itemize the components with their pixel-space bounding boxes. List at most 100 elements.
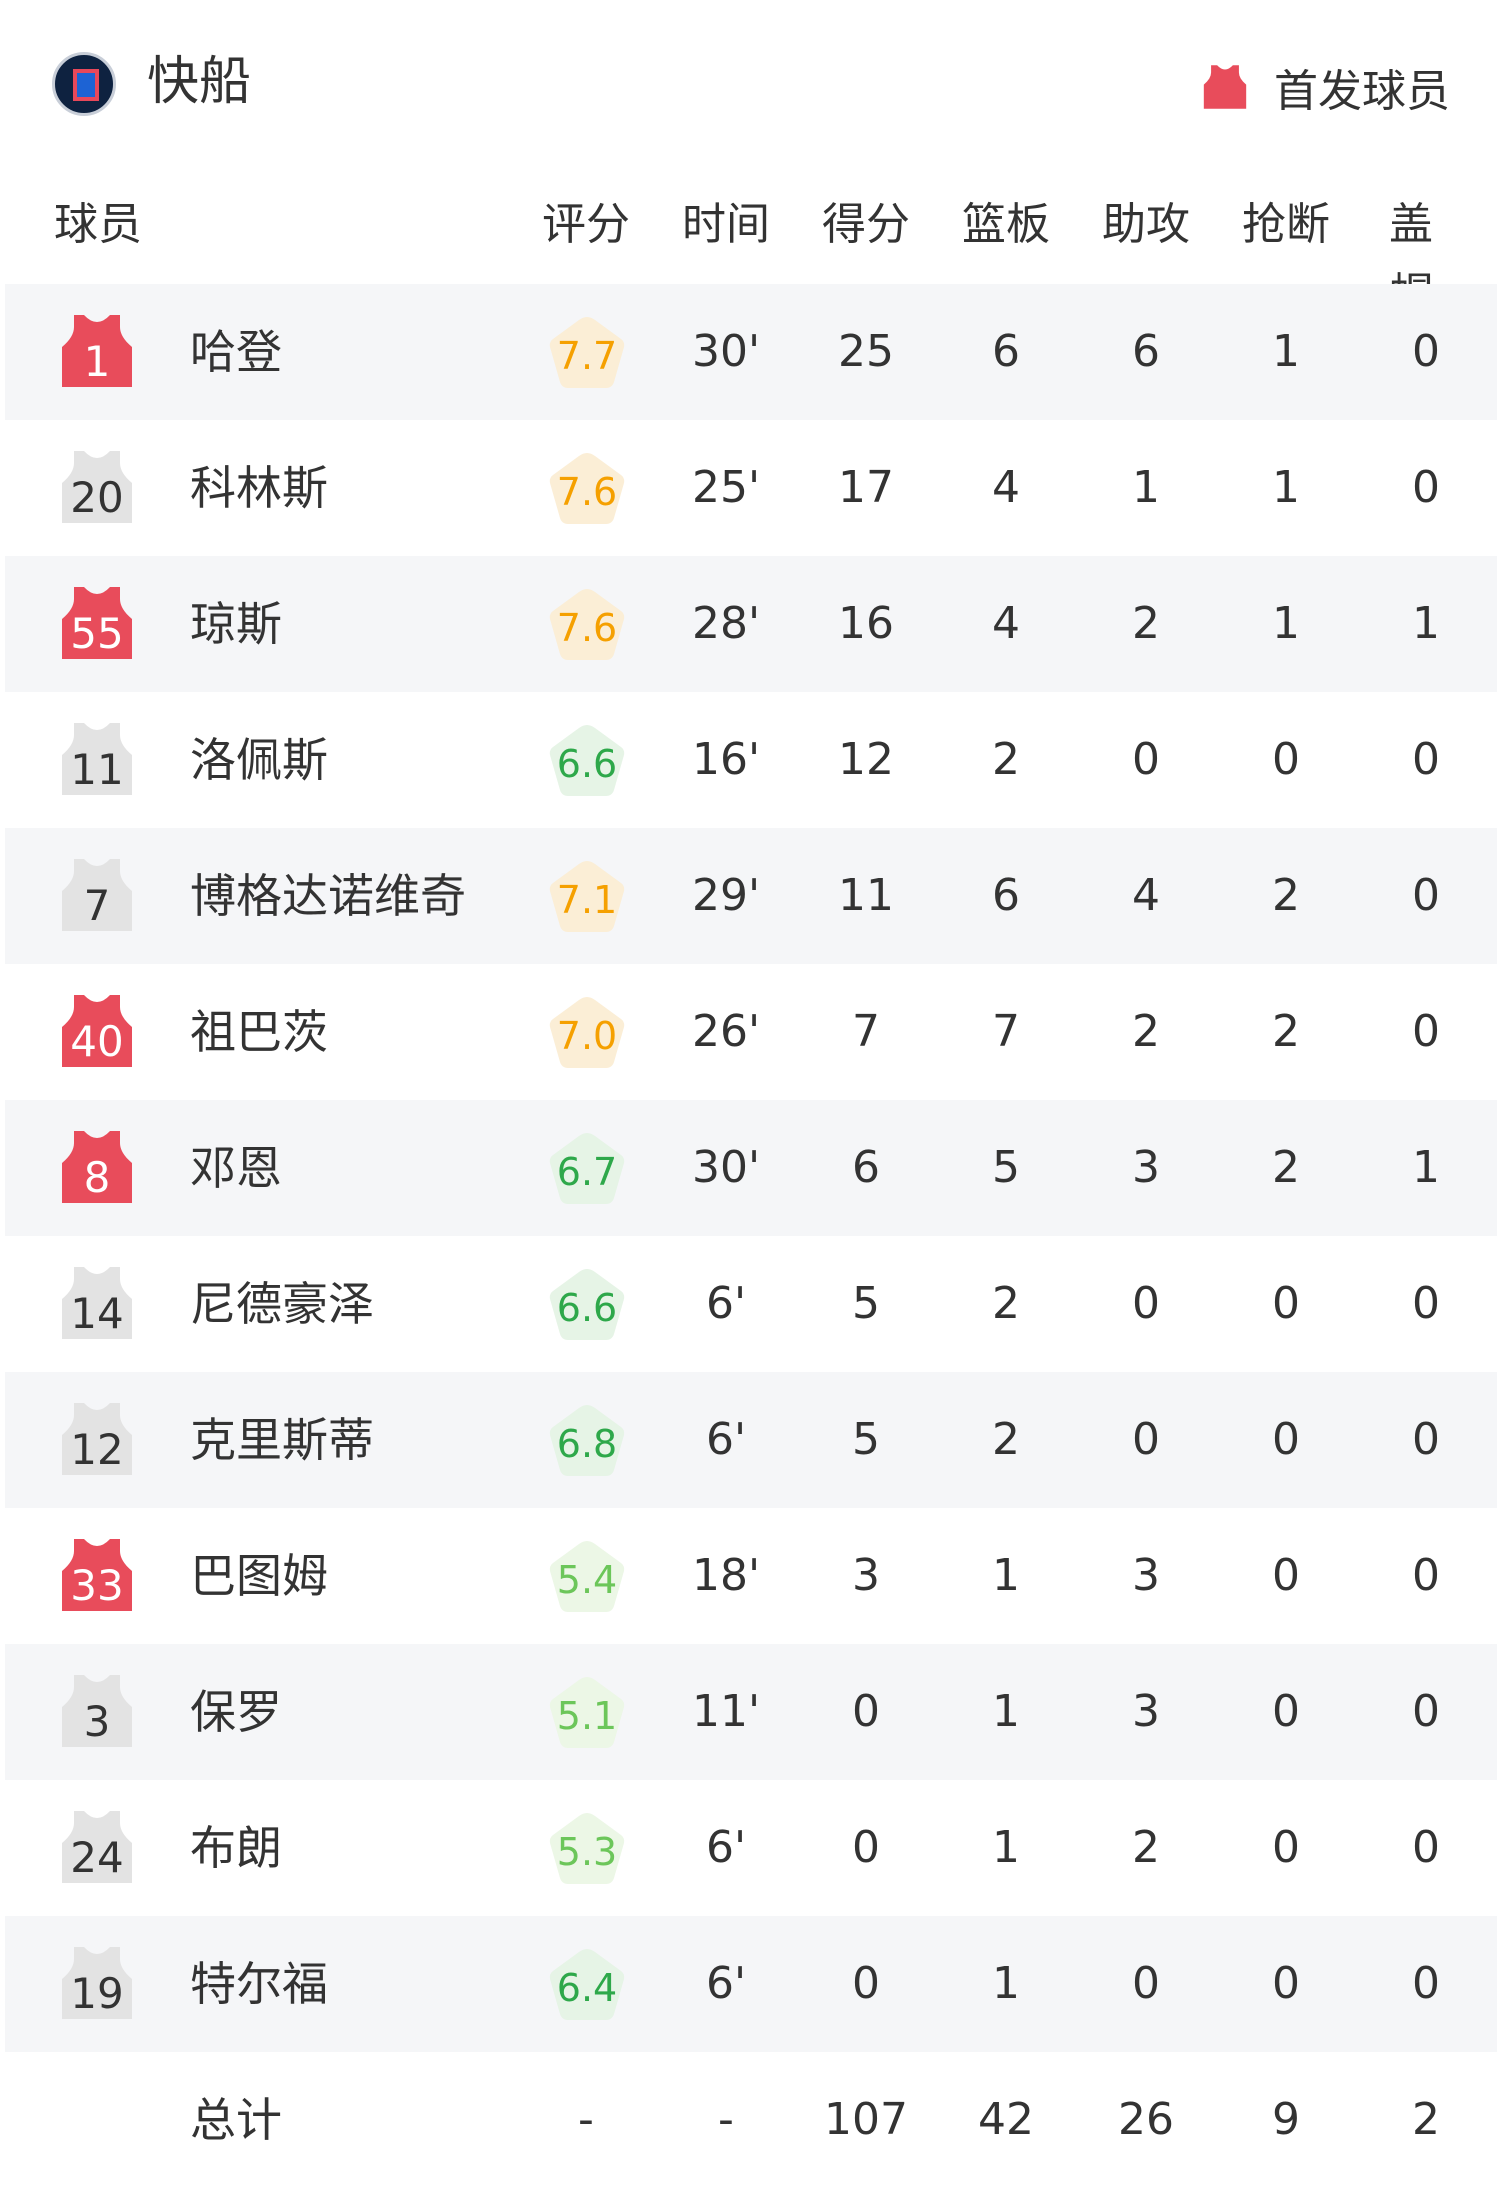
player-name[interactable]: 克里斯蒂	[190, 1413, 374, 1467]
jersey-number: 7	[83, 881, 111, 930]
stat-pts: 12	[838, 734, 894, 785]
player-row[interactable]: 11 洛佩斯 6.6 16' 12 2 0 0 0	[5, 692, 1497, 828]
stat-time: 6'	[705, 1414, 747, 1465]
jersey-icon: 3	[62, 1673, 132, 1749]
player-name[interactable]: 博格达诺维奇	[190, 869, 466, 923]
col-rating[interactable]: 评分	[542, 199, 630, 250]
stat-blk: 0	[1412, 734, 1440, 785]
stat-stl: 0	[1272, 1278, 1300, 1329]
total-blk: 2	[1412, 2094, 1440, 2145]
rating-value: 7.7	[556, 334, 618, 378]
player-row[interactable]: 40 祖巴茨 7.0 26' 7 7 2 2 0	[5, 964, 1497, 1100]
player-row[interactable]: 20 科林斯 7.6 25' 17 4 1 1 0	[5, 420, 1497, 556]
rating-value: 6.4	[556, 1966, 618, 2010]
stat-reb: 7	[992, 1006, 1020, 1057]
jersey-icon: 7	[62, 857, 132, 933]
stat-ast: 2	[1132, 1006, 1160, 1057]
stat-stl: 2	[1272, 870, 1300, 921]
jersey-number: 8	[83, 1153, 111, 1202]
rating-badge: 6.8	[547, 1402, 627, 1480]
rating-badge: 6.6	[547, 722, 627, 800]
player-name[interactable]: 科林斯	[190, 461, 328, 515]
player-row[interactable]: 24 布朗 5.3 6' 0 1 2 0 0	[5, 1780, 1497, 1916]
stat-blk: 0	[1412, 1550, 1440, 1601]
rating-badge: 6.7	[547, 1130, 627, 1208]
col-points[interactable]: 得分	[822, 199, 910, 250]
stat-stl: 1	[1272, 326, 1300, 377]
stat-reb: 1	[992, 1686, 1020, 1737]
stat-ast: 3	[1132, 1142, 1160, 1193]
stat-pts: 0	[852, 1958, 880, 2009]
jersey-number: 20	[70, 473, 124, 522]
player-name[interactable]: 琼斯	[190, 597, 282, 651]
player-name[interactable]: 巴图姆	[190, 1549, 328, 1603]
rating-value: 7.1	[556, 878, 618, 922]
total-stl: 9	[1272, 2094, 1300, 2145]
player-row[interactable]: 14 尼德豪泽 6.6 6' 5 2 0 0 0	[5, 1236, 1497, 1372]
jersey-icon: 12	[62, 1401, 132, 1477]
col-time[interactable]: 时间	[682, 199, 770, 250]
stat-time: 26'	[691, 1006, 761, 1057]
rating-value: 5.1	[556, 1694, 618, 1738]
player-row[interactable]: 8 邓恩 6.7 30' 6 5 3 2 1	[5, 1100, 1497, 1236]
stat-reb: 4	[992, 598, 1020, 649]
stat-ast: 0	[1132, 1958, 1160, 2009]
player-name[interactable]: 布朗	[190, 1821, 282, 1875]
totals-row: 总计 - - 107 42 26 9 2	[5, 2052, 1497, 2188]
stat-blk: 1	[1412, 598, 1440, 649]
jersey-number: 19	[70, 1969, 124, 2018]
team-header: 快船 首发球员	[0, 0, 1500, 170]
stat-pts: 3	[852, 1550, 880, 1601]
stat-pts: 5	[852, 1278, 880, 1329]
total-reb: 42	[978, 2094, 1034, 2145]
player-name[interactable]: 邓恩	[190, 1141, 282, 1195]
player-name[interactable]: 特尔福	[190, 1957, 328, 2011]
jersey-icon: 1	[62, 313, 132, 389]
stat-time: 18'	[691, 1550, 761, 1601]
rating-badge: 5.1	[547, 1674, 627, 1752]
stat-time: 28'	[691, 598, 761, 649]
stat-stl: 2	[1272, 1142, 1300, 1193]
stat-ast: 3	[1132, 1686, 1160, 1737]
stat-reb: 2	[992, 1278, 1020, 1329]
stat-ast: 4	[1132, 870, 1160, 921]
stat-ast: 3	[1132, 1550, 1160, 1601]
stat-reb: 2	[992, 1414, 1020, 1465]
rating-badge: 5.4	[547, 1538, 627, 1616]
player-row[interactable]: 12 克里斯蒂 6.8 6' 5 2 0 0 0	[5, 1372, 1497, 1508]
stat-time: 16'	[691, 734, 761, 785]
player-row[interactable]: 19 特尔福 6.4 6' 0 1 0 0 0	[5, 1916, 1497, 2052]
player-row[interactable]: 55 琼斯 7.6 28' 16 4 2 1 1	[5, 556, 1497, 692]
stat-time: 30'	[691, 1142, 761, 1193]
player-name[interactable]: 尼德豪泽	[190, 1277, 374, 1331]
stat-blk: 0	[1412, 1414, 1440, 1465]
rating-value: 7.6	[556, 606, 618, 650]
stat-blk: 0	[1412, 1278, 1440, 1329]
player-name[interactable]: 祖巴茨	[190, 1005, 328, 1059]
rating-value: 7.6	[556, 470, 618, 514]
stat-stl: 2	[1272, 1006, 1300, 1057]
total-rating: -	[578, 2094, 594, 2145]
col-steals[interactable]: 抢断	[1242, 199, 1330, 250]
rating-value: 5.3	[556, 1830, 618, 1874]
stat-time: 25'	[691, 462, 761, 513]
player-name[interactable]: 哈登	[190, 325, 282, 379]
rating-badge: 7.7	[547, 314, 627, 392]
jersey-icon: 14	[62, 1265, 132, 1341]
stat-time: 6'	[705, 1958, 747, 2009]
player-row[interactable]: 7 博格达诺维奇 7.1 29' 11 6 4 2 0	[5, 828, 1497, 964]
stat-stl: 0	[1272, 1414, 1300, 1465]
rating-badge: 7.6	[547, 450, 627, 528]
col-assists[interactable]: 助攻	[1102, 199, 1190, 250]
player-name[interactable]: 保罗	[190, 1685, 282, 1739]
stat-pts: 0	[852, 1686, 880, 1737]
player-row[interactable]: 1 哈登 7.7 30' 25 6 6 1 0	[5, 284, 1497, 420]
rating-value: 6.8	[556, 1422, 618, 1466]
col-rebounds[interactable]: 篮板	[962, 199, 1050, 250]
jersey-number: 12	[70, 1425, 124, 1474]
rating-badge: 6.6	[547, 1266, 627, 1344]
player-row[interactable]: 33 巴图姆 5.4 18' 3 1 3 0 0	[5, 1508, 1497, 1644]
player-name[interactable]: 洛佩斯	[190, 733, 328, 787]
jersey-number: 14	[70, 1289, 124, 1338]
player-row[interactable]: 3 保罗 5.1 11' 0 1 3 0 0	[5, 1644, 1497, 1780]
